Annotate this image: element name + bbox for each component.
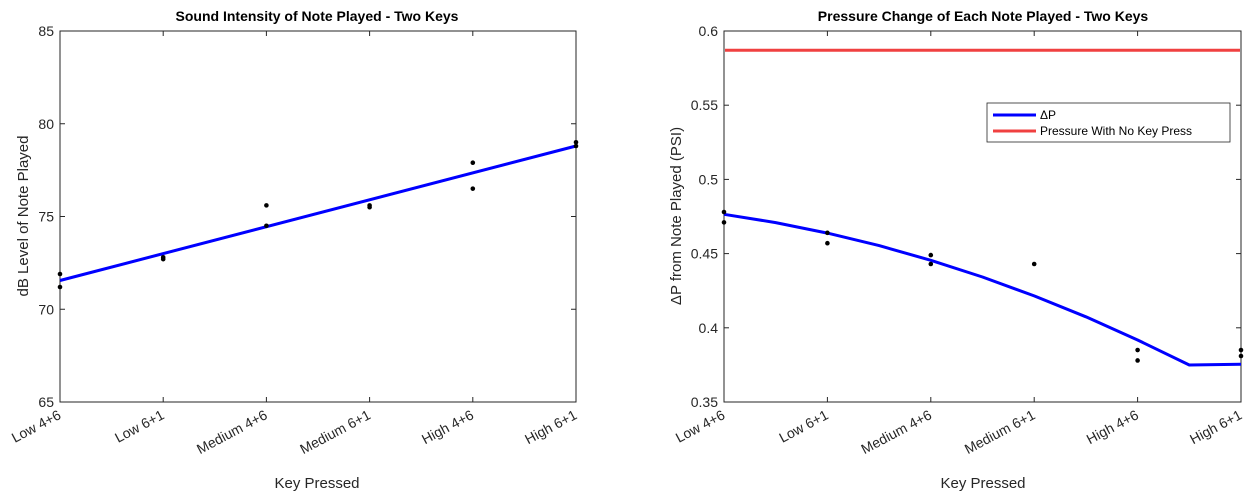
chart2-data-point: [1031, 261, 1037, 267]
chart2-data-point: [928, 261, 934, 267]
chart2-xtick-label: High 4+6: [1084, 406, 1142, 447]
chart1-plot-area: [59, 30, 577, 403]
chart-sound-intensity: Sound Intensity of Note Played - Two Key…: [9, 8, 580, 492]
chart1-ylabel: dB Level of Note Played: [15, 136, 32, 297]
chart2-xtick-label: High 6+1: [1187, 406, 1245, 447]
chart1-data-point: [57, 284, 63, 290]
chart2-xtick-label: Low 4+6: [673, 406, 728, 445]
chart2-data-point: [825, 230, 830, 236]
legend-label-reference: Pressure With No Key Press: [1040, 124, 1192, 138]
chart2-xtick-label: Low 6+1: [776, 406, 831, 445]
chart2-xlabel: Key Pressed: [940, 475, 1025, 492]
chart-pressure-change: Pressure Change of Each Note Played - Tw…: [668, 8, 1245, 492]
chart1-ytick-label: 75: [38, 209, 54, 225]
chart1-xlabel: Key Pressed: [274, 475, 359, 492]
chart2-data-point: [825, 240, 830, 246]
chart2-data-point: [721, 209, 727, 215]
chart1-data-point: [264, 223, 269, 229]
chart2-data-point: [1238, 353, 1244, 359]
chart2-data-point: [1135, 347, 1140, 353]
chart1-data-point: [470, 186, 476, 191]
chart2-data-point: [1238, 347, 1244, 353]
chart2-xtick-label: Medium 4+6: [858, 406, 934, 457]
chart1-xtick-label: Low 6+1: [112, 406, 167, 445]
chart2-ytick-label: 0.5: [699, 171, 719, 187]
chart1-xtick-label: Medium 6+1: [297, 406, 373, 457]
chart1-xtick-label: High 6+1: [522, 406, 580, 447]
chart1-title: Sound Intensity of Note Played - Two Key…: [176, 8, 459, 24]
chart1-data-point: [573, 143, 579, 149]
chart2-ylabel: ΔP from Note Played (PSI): [668, 127, 685, 305]
chart1-ytick-label: 70: [38, 301, 54, 317]
chart2-ytick-label: 0.4: [699, 320, 719, 336]
chart2-ytick-label: 0.6: [699, 23, 719, 39]
chart1-data-point: [264, 203, 269, 208]
chart1-fit-line: [59, 144, 577, 282]
chart2-plot-area: [723, 30, 1242, 403]
chart2-xtick-label: Medium 6+1: [962, 406, 1038, 457]
chart1-ytick-label: 85: [38, 23, 54, 39]
chart1-ytick-label: 65: [38, 394, 54, 410]
chart1-data-point: [573, 140, 579, 145]
chart1-ytick-label: 80: [38, 116, 54, 132]
chart1-xtick-label: Low 4+6: [9, 406, 64, 445]
chart2-data-point: [928, 252, 934, 258]
chart2-data-point: [721, 220, 727, 225]
chart1-data-point: [367, 204, 372, 210]
chart1-xtick-label: Medium 4+6: [194, 406, 270, 457]
legend-label-fit: ΔP: [1040, 108, 1056, 122]
chart2-fit-line: [723, 212, 1242, 367]
chart2-ytick-label: 0.55: [691, 97, 718, 113]
chart1-data-point: [470, 160, 476, 166]
chart2-data-point: [1135, 358, 1140, 363]
chart1-data-point: [160, 256, 166, 262]
legend-box: [986, 102, 1231, 143]
chart2-ytick-label: 0.45: [691, 246, 718, 262]
chart2-ytick-label: 0.35: [691, 394, 718, 410]
chart1-data-point: [57, 271, 63, 277]
chart1-xtick-label: High 4+6: [419, 406, 477, 447]
chart2-title: Pressure Change of Each Note Played - Tw…: [818, 8, 1149, 24]
chart2-legend: ΔP Pressure With No Key Press: [986, 102, 1231, 143]
